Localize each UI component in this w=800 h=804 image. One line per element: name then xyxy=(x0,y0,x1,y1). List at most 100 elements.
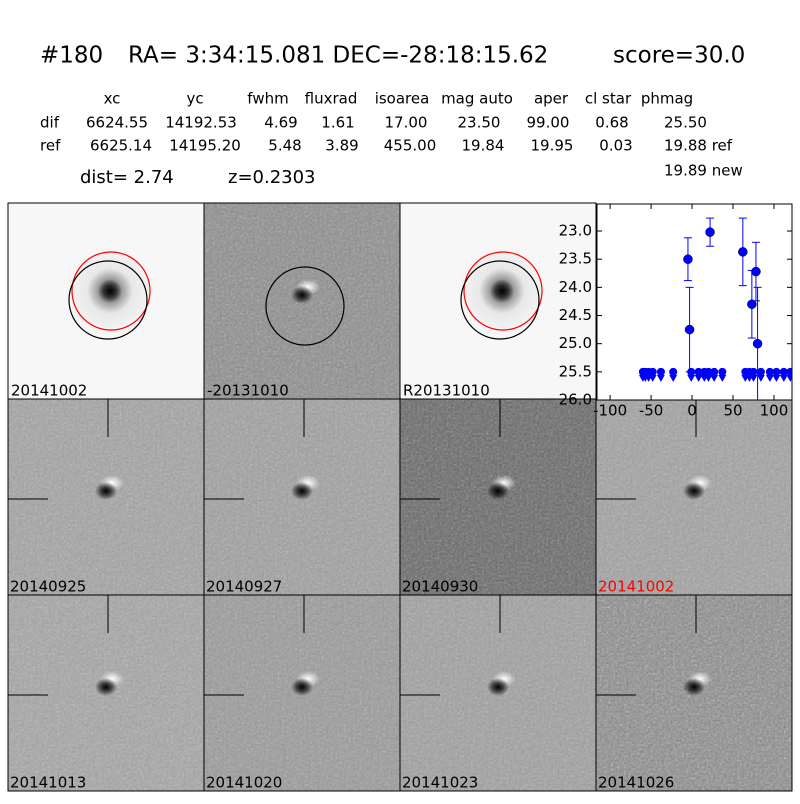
detection-point xyxy=(705,227,715,237)
panel-label: 20141023 xyxy=(402,774,478,792)
limit-point xyxy=(756,367,765,376)
upper-limit xyxy=(656,374,665,382)
table-cell: 6625.14 xyxy=(90,137,152,155)
panel-label: 20141002 xyxy=(598,578,674,596)
column-header: mag auto xyxy=(441,90,513,108)
limit-point xyxy=(786,367,792,376)
upper-limit xyxy=(704,374,713,382)
y-tick-label: 25.0 xyxy=(559,334,592,352)
panel-label: 20141026 xyxy=(598,774,674,792)
column-header: aper xyxy=(534,90,569,108)
upper-limit xyxy=(687,374,696,382)
limit-point xyxy=(648,367,657,376)
table-cell: 25.50 xyxy=(664,114,707,132)
plot-area xyxy=(638,217,792,400)
table-cell: 6624.55 xyxy=(86,114,148,132)
aperture-black xyxy=(68,260,148,340)
candidate-id: #180 xyxy=(40,43,103,69)
limit-point xyxy=(694,367,703,376)
column-header: xc xyxy=(104,90,121,108)
y-tick-label: 24.0 xyxy=(559,278,592,296)
y-tick-label: 25.5 xyxy=(559,362,592,380)
aperture-black xyxy=(460,260,540,340)
table-cell: 1.61 xyxy=(321,114,354,132)
limit-point xyxy=(772,367,781,376)
panel-label: 20140930 xyxy=(402,578,478,596)
residual-negative xyxy=(291,286,313,304)
galaxy-core xyxy=(490,279,514,303)
row-label: dif xyxy=(40,114,60,132)
column-header: cl star xyxy=(585,90,632,108)
score: score=30.0 xyxy=(613,43,745,69)
residual-negative xyxy=(683,678,705,696)
residual-negative xyxy=(683,482,705,500)
table-cell: 0.03 xyxy=(599,137,632,155)
limit-point xyxy=(765,367,774,376)
table-cell: 19.84 xyxy=(462,137,505,155)
x-tick-label: -100 xyxy=(593,402,627,420)
limit-point xyxy=(704,367,713,376)
limit-point xyxy=(749,367,758,376)
panel-label: 20141002 xyxy=(11,382,87,400)
upper-limit xyxy=(756,374,765,382)
distance: dist= 2.74 xyxy=(80,167,174,188)
residual-negative xyxy=(95,482,117,500)
x-tick-label: 100 xyxy=(760,402,789,420)
table-cell: 99.00 xyxy=(527,114,570,132)
column-header: fwhm xyxy=(247,90,288,108)
residual-negative xyxy=(95,678,117,696)
panel-label: 20140925 xyxy=(10,578,86,596)
table-cell: 3.89 xyxy=(325,137,358,155)
upper-limit xyxy=(710,374,719,382)
table-cell: 17.00 xyxy=(385,114,428,132)
table-cell: 4.69 xyxy=(264,114,297,132)
phmag-new: 19.89 new xyxy=(664,162,743,180)
panel-label: R20131010 xyxy=(403,382,490,400)
aperture-black xyxy=(265,266,345,346)
table-cell: 455.00 xyxy=(384,137,437,155)
panel-label: 20141020 xyxy=(206,774,282,792)
coordinates: RA= 3:34:15.081 DEC=-28:18:15.62 xyxy=(128,43,548,69)
detection-point xyxy=(683,254,693,264)
detection-point xyxy=(684,324,695,335)
table-cell: 14195.20 xyxy=(169,137,241,155)
upper-limit xyxy=(694,374,703,382)
galaxy-core xyxy=(98,279,122,303)
detection-point xyxy=(738,247,748,257)
aperture-red xyxy=(71,251,151,331)
column-header: fluxrad xyxy=(305,90,358,108)
residual-negative xyxy=(487,482,509,500)
x-tick-label: 0 xyxy=(687,402,697,420)
limit-point xyxy=(687,367,696,376)
y-tick-label: 24.5 xyxy=(559,306,592,324)
upper-limit xyxy=(669,374,678,382)
column-header: yc xyxy=(186,90,203,108)
residual-negative xyxy=(487,678,509,696)
chart-background xyxy=(597,204,792,400)
table-cell: 19.95 xyxy=(531,137,574,155)
table-cell: 19.88 ref xyxy=(664,137,733,155)
panel-label: -20131010 xyxy=(207,382,289,400)
upper-limit xyxy=(718,374,727,382)
upper-limit xyxy=(779,374,788,382)
redshift: z=0.2303 xyxy=(228,167,316,188)
table-cell: 5.48 xyxy=(268,137,301,155)
x-tick-label: 50 xyxy=(723,402,742,420)
column-header: isoarea xyxy=(375,90,430,108)
table-cell: 23.50 xyxy=(458,114,501,132)
detection-point xyxy=(747,299,757,310)
table-cell: 14192.53 xyxy=(165,114,237,132)
upper-limit xyxy=(786,374,792,382)
limit-point xyxy=(779,367,788,376)
residual-negative xyxy=(291,482,313,500)
detection-point xyxy=(752,338,763,349)
limit-point xyxy=(710,367,719,376)
panel-border xyxy=(595,594,793,792)
upper-limit xyxy=(749,374,758,382)
y-tick-label: 26.0 xyxy=(559,391,592,409)
residual-negative xyxy=(291,678,313,696)
column-header: phmag xyxy=(641,90,693,108)
x-tick-label: -50 xyxy=(639,402,664,420)
y-tick-label: 23.0 xyxy=(559,222,592,240)
